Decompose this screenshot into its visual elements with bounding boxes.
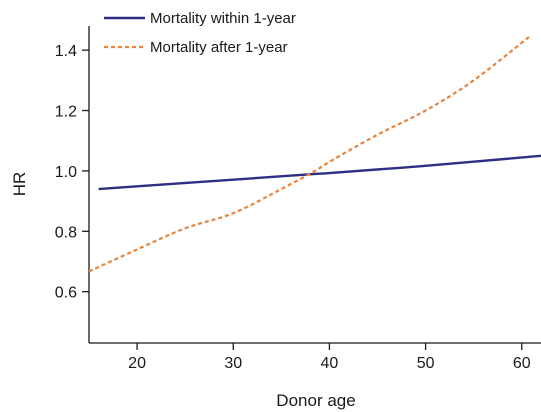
y-tick-label: 1.0 [55,164,77,181]
x-tick-label: 30 [224,355,242,372]
y-tick-label: 0.6 [55,285,77,302]
series-layer [88,34,541,273]
y-tick-label: 0.8 [55,224,77,241]
legend-label: Mortality after 1-year [150,39,288,56]
x-tick-label: 20 [128,355,146,372]
x-tick-label: 50 [417,355,435,372]
y-tick-label: 1.4 [55,43,77,60]
series-line-0 [98,154,541,191]
y-tick-label: 1.2 [55,104,77,121]
series-line-1 [88,34,533,273]
y-axis-title: HR [10,172,29,197]
x-tick-label: 40 [321,355,339,372]
axes [88,26,541,344]
x-tick-label: 60 [513,355,531,372]
y-ticks: 0.6 0.8 1.0 1.2 1.4 [55,43,89,302]
x-ticks: 20 30 40 50 60 [128,343,531,372]
x-axis-title: Donor age [276,391,355,410]
legend-label: Mortality within 1-year [150,10,296,27]
legend: Mortality within 1-year Mortality after 1… [104,10,296,56]
